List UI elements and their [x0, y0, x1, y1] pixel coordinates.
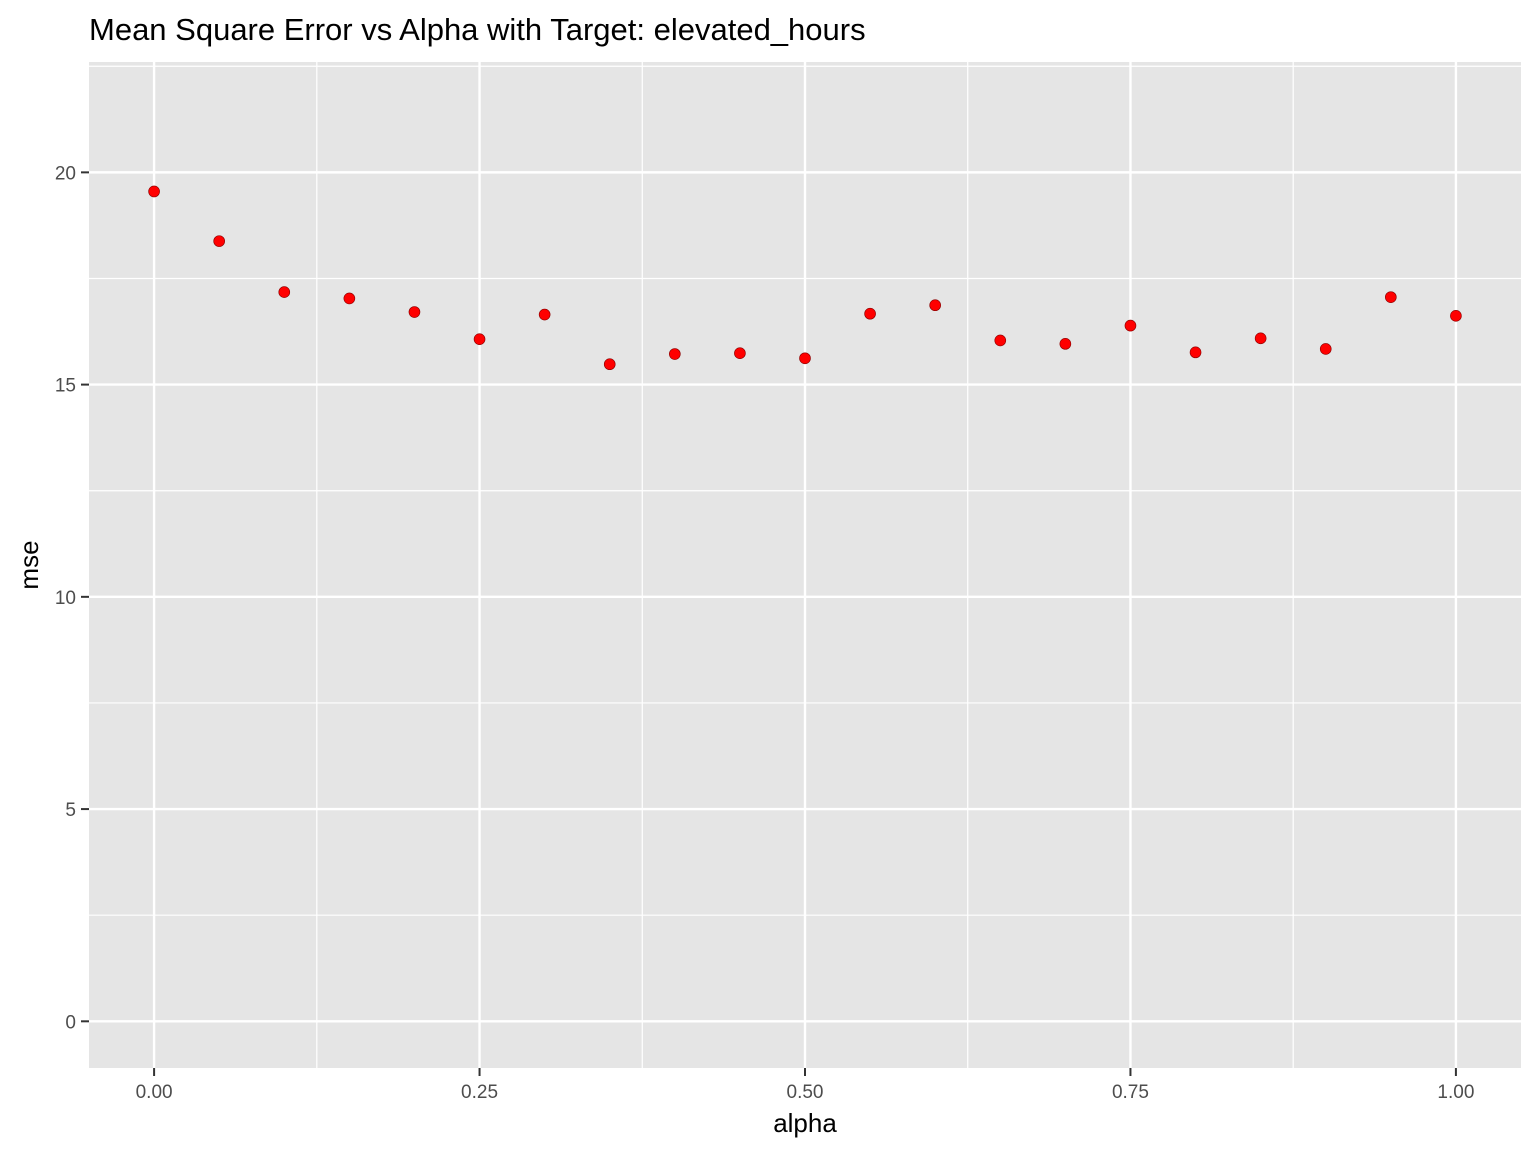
data-point: [1319, 343, 1332, 355]
data-point: [669, 348, 681, 360]
data-point: [473, 333, 486, 345]
y-tick-label: 10: [55, 588, 76, 609]
data-point: [213, 235, 225, 247]
data-point: [148, 185, 160, 198]
data-point: [799, 352, 811, 365]
data-point: [1189, 346, 1202, 359]
chart-title: Mean Square Error vs Alpha with Target: …: [89, 12, 866, 47]
data-point: [343, 292, 356, 305]
data-point: [1059, 338, 1072, 350]
y-tick-label: 15: [55, 376, 76, 397]
data-point: [1385, 291, 1397, 303]
data-point: [278, 286, 291, 298]
data-point: [994, 334, 1007, 347]
y-tick-label: 20: [55, 163, 76, 184]
data-point: [929, 299, 941, 312]
data-point: [603, 358, 616, 371]
y-tick-label: 0: [65, 1012, 76, 1033]
data-points: [148, 185, 1462, 371]
y-axis: 0 5 10 15 20: [55, 163, 89, 1033]
x-tick-label: 0.25: [461, 1082, 498, 1103]
x-tick-label: 1.00: [1437, 1082, 1474, 1103]
data-point: [1450, 310, 1462, 322]
y-tick-label: 5: [65, 800, 76, 821]
data-point: [864, 307, 876, 320]
major-gridlines: [89, 62, 1521, 1068]
data-point: [734, 347, 746, 359]
data-point: [1124, 319, 1137, 332]
data-point: [538, 308, 551, 321]
x-axis: 0.00 0.25 0.50 0.75 1.00: [136, 1068, 1474, 1103]
data-point: [408, 306, 421, 318]
x-tick-label: 0.50: [787, 1082, 824, 1103]
x-tick-label: 0.00: [136, 1082, 173, 1103]
x-tick-label: 0.75: [1112, 1082, 1149, 1103]
x-axis-label: alpha: [773, 1108, 837, 1138]
y-axis-label: mse: [14, 540, 44, 589]
data-point: [1254, 332, 1267, 345]
